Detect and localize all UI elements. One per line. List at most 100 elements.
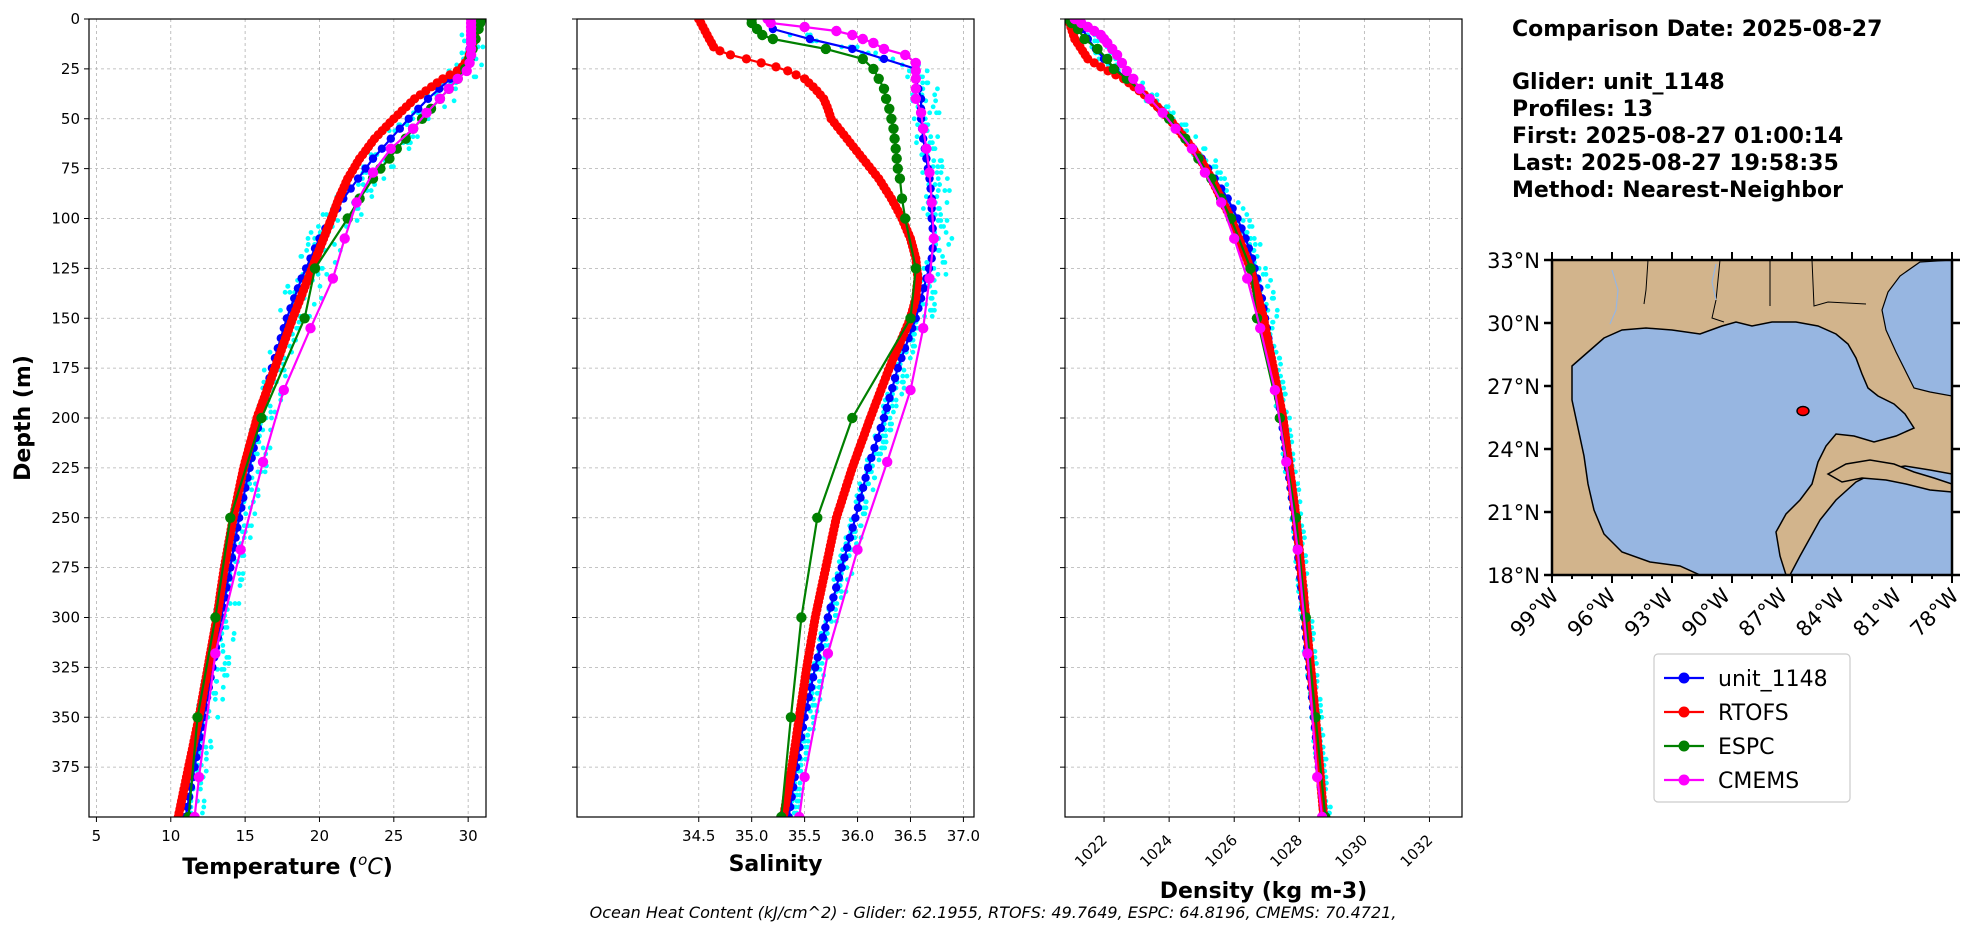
series-point — [882, 456, 893, 468]
glider-raw-point — [204, 750, 209, 756]
series-point — [1229, 233, 1240, 244]
glider-raw-point — [836, 559, 842, 565]
y-tick-label: 300 — [51, 609, 80, 627]
series-point — [767, 33, 779, 45]
glider-raw-point — [451, 98, 457, 104]
series-point — [305, 323, 316, 334]
series-point — [888, 383, 897, 393]
series-point — [924, 167, 935, 178]
series-point — [890, 143, 901, 154]
series-point — [868, 63, 879, 75]
unit-c: C — [367, 855, 383, 880]
series-point — [1302, 648, 1313, 659]
map-cuba — [1826, 459, 1952, 493]
series-point — [884, 103, 895, 115]
series-point — [421, 107, 432, 119]
glider-raw-point — [453, 86, 458, 92]
glider-raw-point — [1201, 146, 1206, 152]
series-point — [857, 53, 868, 65]
glider-raw-point — [870, 487, 876, 493]
glider-raw-point — [928, 295, 934, 301]
glider-raw-point — [1289, 439, 1295, 445]
series-point — [821, 623, 830, 632]
series-point — [351, 197, 362, 208]
series-point — [843, 543, 852, 552]
glider-raw-point — [942, 188, 948, 193]
series-line — [766, 19, 935, 817]
glider-raw-point — [287, 289, 293, 295]
series-rtofs — [694, 19, 923, 817]
series-point — [889, 133, 900, 144]
glider-raw-point — [798, 768, 804, 774]
x-tick-label: 37.0 — [947, 827, 980, 845]
series-point — [445, 70, 455, 80]
series-point — [461, 65, 472, 77]
series-point — [725, 50, 736, 60]
glider-raw-point — [1276, 355, 1282, 361]
glider-raw-point — [914, 134, 920, 140]
glider-raw-point — [368, 188, 374, 193]
glider-raw-point — [1287, 415, 1292, 421]
glider-raw-point — [901, 385, 907, 391]
glider-raw-point — [1213, 158, 1219, 164]
glider-raw-point — [814, 690, 820, 696]
series-point — [1079, 33, 1090, 45]
glider-raw-point — [940, 254, 945, 259]
map-lat-label: 33°N — [1487, 249, 1540, 273]
glider-raw-point — [240, 571, 246, 577]
series-point — [808, 673, 818, 682]
series-point — [1292, 544, 1303, 555]
series-point — [885, 393, 894, 403]
glider-raw-point — [797, 780, 803, 786]
glider-raw-point — [923, 194, 929, 199]
series-point — [235, 544, 246, 555]
series-point — [452, 73, 463, 85]
glider-raw-point — [459, 50, 465, 56]
series-point — [851, 513, 860, 522]
glider-raw-point — [935, 86, 940, 92]
map-caribbean — [1789, 465, 1952, 575]
series-point — [384, 153, 395, 164]
series-point — [921, 143, 932, 154]
x-tick-label: 1028 — [1266, 831, 1306, 871]
glider-raw-point — [231, 631, 237, 636]
series-point — [893, 363, 902, 373]
glider-raw-point — [369, 194, 375, 199]
glider-raw-point — [949, 236, 955, 241]
glider-raw-point — [888, 427, 894, 433]
x-tick-label: 36.5 — [894, 827, 927, 845]
glider-raw-point — [1320, 732, 1326, 738]
y-tick-label: 175 — [51, 359, 80, 377]
series-point — [1312, 771, 1323, 783]
glider-raw-point — [324, 271, 330, 277]
glider-raw-point — [947, 188, 952, 193]
series-point — [741, 54, 752, 64]
map-lat-label: 30°N — [1487, 312, 1540, 336]
series-point — [924, 273, 935, 284]
glider-raw-point — [198, 786, 203, 792]
glider-raw-point — [222, 660, 228, 666]
glider-raw-point — [492, 33, 497, 38]
series-point — [1245, 263, 1256, 274]
glider-raw-point — [889, 403, 895, 409]
series-point — [823, 613, 833, 622]
map-lon-label: 84°W — [1791, 583, 1849, 641]
glider-raw-point — [461, 38, 467, 44]
x-tick-label: 20 — [310, 827, 329, 845]
series-point — [465, 49, 477, 61]
series-point — [926, 197, 937, 208]
series-point — [873, 73, 884, 85]
glider-raw-point — [224, 625, 230, 630]
series-point — [910, 57, 921, 69]
glider-raw-point — [1247, 224, 1252, 229]
glider-raw-point — [219, 666, 225, 672]
x-tick-label: 5 — [92, 827, 102, 845]
glider-raw-point — [905, 74, 910, 80]
series-point — [847, 412, 858, 424]
series-point — [905, 313, 916, 324]
glider-raw-point — [356, 182, 361, 187]
series-point — [796, 612, 807, 623]
series-point — [826, 603, 835, 612]
series-point — [414, 104, 423, 114]
